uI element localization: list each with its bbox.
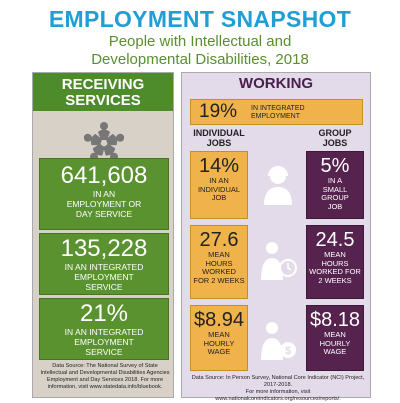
stat-value: 21% — [79, 300, 129, 327]
stat-label: FOR 2 WEEKS — [193, 275, 245, 285]
stat-label: SMALL — [322, 184, 348, 194]
stat-label: MEAN — [324, 330, 346, 339]
stat-label: IN INTEGRATED EMPLOYMENT — [251, 105, 305, 121]
page-title: EMPLOYMENT SNAPSHOT — [48, 6, 352, 32]
source-line: information, visit www.statedata.info/bl… — [47, 384, 163, 390]
heading-line: RECEIVING — [61, 76, 145, 93]
worker-clock-icon — [261, 242, 297, 280]
group-mean-hours: 24.5 MEAN HOURS WORKED FOR 2 WEEKS — [306, 225, 364, 299]
stat-label: WAGE — [323, 347, 347, 356]
stat-label: WORKED — [202, 267, 236, 276]
stat-value: 135,228 — [60, 235, 148, 262]
group-job-percent: 5% IN A SMALL GROUP JOB — [306, 151, 364, 219]
stat-label: HOURS — [205, 258, 233, 268]
source-line: Data Source: The National Survey of Stat… — [52, 363, 158, 369]
stat-label: EMPLOYMENT OR — [66, 199, 142, 209]
stat-value: 5% — [320, 155, 350, 177]
heading-line: GROUP — [318, 128, 352, 138]
stat-label: JOB — [327, 201, 343, 211]
stat-label: IN A — [327, 176, 343, 185]
stat-label: EMPLOYMENT — [74, 272, 134, 282]
heading-line: SERVICES — [65, 92, 141, 109]
stat-label: JOB — [211, 193, 227, 202]
source-line: Data Source: In Person Survey, National … — [191, 375, 365, 388]
stat-label: SERVICE — [85, 347, 123, 357]
worker-headset-icon — [264, 166, 292, 205]
stat-employment-day-service: 641,608 IN AN EMPLOYMENT OR DAY SERVICE — [39, 158, 169, 230]
group-jobs-heading: GROUP JOBS — [302, 128, 368, 148]
group-hourly-wage: $8.18 MEAN HOURLY WAGE — [306, 305, 364, 371]
stat-value: 19% — [199, 101, 238, 122]
working-heading: WORKING — [238, 75, 314, 92]
stat-label-line: EMPLOYMENT — [251, 113, 301, 120]
individual-jobs-heading: INDIVIDUAL JOBS — [186, 128, 252, 148]
stat-value: 24.5 — [315, 229, 355, 251]
data-source-note: Data Source: In Person Survey, National … — [188, 375, 368, 403]
stat-label: HOURS — [321, 258, 349, 268]
stat-value: $8.18 — [309, 309, 361, 331]
stat-label: DAY SERVICE — [75, 209, 133, 219]
stat-label: IN AN — [209, 176, 229, 185]
stat-label: INDIVIDUAL — [197, 184, 241, 194]
source-line: Intellectual and Developmental Disabilit… — [40, 370, 170, 376]
subtitle-line: Developmental Disabilities, 2018 — [91, 51, 309, 68]
heading-line: INDIVIDUAL — [193, 128, 245, 138]
stat-label: HOURLY — [203, 338, 235, 348]
stat-integrated-count: 135,228 IN AN INTEGRATED EMPLOYMENT SERV… — [39, 233, 169, 295]
stat-value: 27.6 — [199, 229, 239, 251]
stat-value: $8.94 — [193, 309, 245, 331]
receiving-services-heading: RECEIVING SERVICES — [33, 73, 173, 111]
working-panel: WORKING 19% IN INTEGRATED EMPLOYMENT IND… — [181, 72, 371, 402]
individual-mean-hours: 27.6 MEAN HOURS WORKED FOR 2 WEEKS — [190, 225, 248, 299]
stat-label: MEAN — [324, 250, 346, 259]
stat-label: IN AN — [92, 189, 116, 199]
stat-label: SERVICE — [85, 282, 123, 292]
stat-label-line: IN INTEGRATED — [251, 105, 305, 112]
page-subtitle: People with Intellectual and Development… — [40, 33, 360, 69]
stat-label: IN AN INTEGRATED — [64, 262, 144, 272]
individual-hourly-wage: $8.94 MEAN HOURLY WAGE — [190, 305, 248, 371]
heading-line: JOBS — [322, 138, 348, 148]
stat-label: EMPLOYMENT — [74, 337, 134, 347]
stat-label: GROUP — [321, 193, 349, 202]
source-line: For more information, visit www.national… — [215, 389, 341, 402]
receiving-services-panel: RECEIVING SERVICES 641,608 IN AN EMPLOYM… — [32, 72, 174, 398]
stat-label: MEAN — [208, 330, 230, 339]
integrated-employment-stat: 19% IN INTEGRATED EMPLOYMENT — [190, 99, 363, 125]
stat-label: IN AN INTEGRATED — [64, 327, 144, 337]
stat-label: WORKED FOR 2 WEEKS — [309, 267, 361, 285]
subtitle-line: People with Intellectual and — [108, 33, 292, 50]
stat-label: WAGE — [207, 347, 231, 356]
data-source-note: Data Source: The National Survey of Stat… — [39, 363, 171, 391]
stat-label: MEAN — [208, 250, 230, 259]
svg-text:$: $ — [285, 345, 291, 357]
source-line: Employment and Day Services 2018. For mo… — [46, 377, 164, 383]
stat-integrated-percent: 21% IN AN INTEGRATED EMPLOYMENT SERVICE — [39, 298, 169, 360]
worker-dollar-icon: $ — [261, 322, 296, 360]
stat-value: 641,608 — [60, 162, 148, 189]
stat-label: HOURLY — [319, 338, 351, 348]
stat-value: 14% — [198, 155, 240, 177]
individual-job-percent: 14% IN AN INDIVIDUAL JOB — [190, 151, 248, 219]
heading-line: JOBS — [206, 138, 232, 148]
